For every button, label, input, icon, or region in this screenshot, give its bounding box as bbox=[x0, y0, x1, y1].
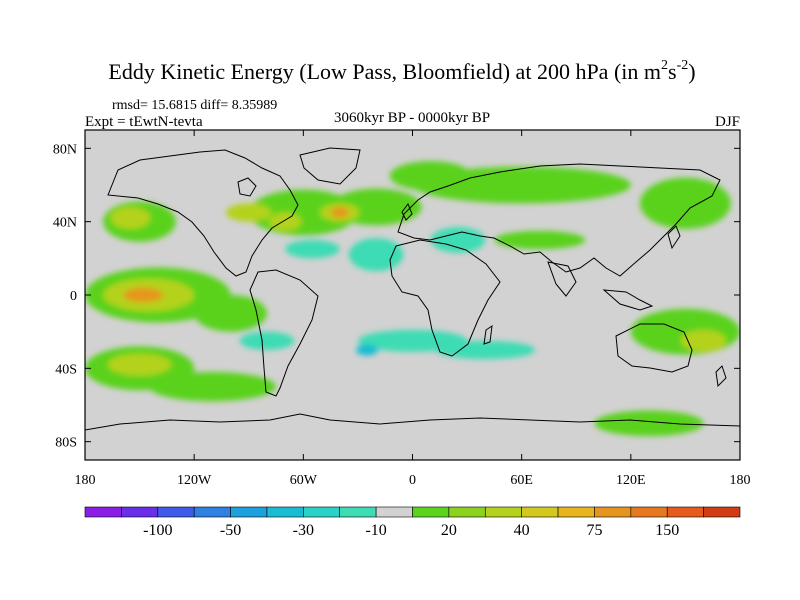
x-tick-label: 60W bbox=[290, 473, 318, 488]
colorbar-swatch bbox=[157, 506, 195, 518]
colorbar-label: -100 bbox=[143, 522, 172, 539]
x-tick-label: 120W bbox=[177, 473, 212, 488]
contour-region bbox=[680, 329, 727, 352]
colorbar-swatch bbox=[121, 506, 159, 518]
contour-region bbox=[268, 212, 302, 231]
contour-regions bbox=[85, 161, 740, 437]
season-text: DJF bbox=[715, 114, 740, 130]
x-tick-label: 180 bbox=[75, 473, 96, 488]
contour-region bbox=[630, 308, 740, 355]
axes: 180 120W 60W 0 60E 120E 180 80N 40N 0 40S 80S bbox=[53, 130, 751, 488]
contour-region bbox=[356, 344, 378, 356]
map-plot-area bbox=[84, 129, 741, 461]
contour-region bbox=[494, 230, 586, 250]
contour-region bbox=[110, 207, 151, 229]
contour-region bbox=[594, 410, 704, 437]
colorbar-label: -50 bbox=[220, 522, 241, 539]
contour-region bbox=[639, 177, 731, 229]
colorbar-swatch bbox=[703, 506, 741, 518]
coastlines bbox=[85, 147, 740, 431]
x-tick-label: 180 bbox=[730, 473, 751, 488]
colorbar-swatch bbox=[594, 506, 632, 518]
x-tick-label: 0 bbox=[409, 473, 416, 488]
colorbar-swatch bbox=[521, 506, 559, 518]
colorbar-swatch bbox=[484, 506, 522, 518]
contour-region bbox=[412, 166, 631, 204]
contour-region bbox=[194, 295, 267, 332]
colorbar-swatch bbox=[230, 506, 268, 518]
colorbar-swatch bbox=[339, 506, 377, 518]
stats-text: rmsd= 15.6815 diff= 8.35989 bbox=[112, 98, 277, 113]
y-tick-label: 80N bbox=[53, 142, 77, 157]
colorbar-label: -10 bbox=[365, 522, 386, 539]
contour-region bbox=[435, 340, 536, 360]
y-tick-label: 80S bbox=[55, 436, 77, 451]
colorbar-swatch bbox=[630, 506, 668, 518]
experiment-text: Expt = tEwtN-tevta bbox=[85, 114, 203, 130]
colorbar-swatch bbox=[412, 506, 450, 518]
contour-region bbox=[285, 240, 340, 259]
y-tick-label: 40S bbox=[55, 362, 77, 377]
colorbar-label: 20 bbox=[441, 522, 457, 539]
x-tick-label: 60E bbox=[510, 473, 533, 488]
contour-region bbox=[107, 353, 172, 376]
colorbar-label: 75 bbox=[586, 522, 602, 539]
colorbar-swatch bbox=[666, 506, 704, 518]
period-text: 3060kyr BP - 0000kyr BP bbox=[334, 110, 490, 126]
contour-region bbox=[430, 227, 486, 253]
colorbar-label: 40 bbox=[514, 522, 530, 539]
colorbar-label: 150 bbox=[655, 522, 679, 539]
x-tick-label: 120E bbox=[616, 473, 646, 488]
colorbar-swatch bbox=[557, 506, 595, 518]
colorbar-swatch bbox=[266, 506, 304, 518]
contour-region bbox=[330, 207, 349, 218]
colorbar-swatch bbox=[448, 506, 486, 518]
colorbar-swatch bbox=[193, 506, 231, 518]
contour-region bbox=[239, 331, 295, 351]
contour-region bbox=[123, 287, 164, 303]
contour-region bbox=[348, 238, 404, 272]
colorbar-swatch bbox=[303, 506, 341, 518]
colorbar-swatch bbox=[84, 506, 122, 518]
colorbar-label: -30 bbox=[293, 522, 314, 539]
colorbar-swatch bbox=[375, 506, 413, 518]
contour-region bbox=[226, 203, 272, 222]
chart-title: Eddy Kinetic Energy (Low Pass, Bloomfiel… bbox=[108, 58, 695, 84]
y-tick-label: 40N bbox=[53, 216, 77, 231]
colorbar: -100 -50 -30 -10 20 40 75 150 bbox=[84, 506, 741, 539]
contour-region bbox=[148, 372, 277, 402]
y-tick-label: 0 bbox=[70, 289, 77, 304]
